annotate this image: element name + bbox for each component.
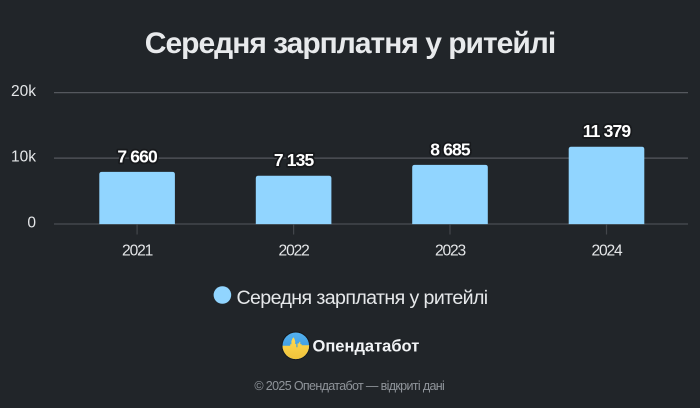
svg-text:7 660: 7 660 xyxy=(117,146,158,166)
svg-text:© 2025 Опендатабот — відкриті: © 2025 Опендатабот — відкриті дані xyxy=(254,379,444,393)
svg-text:Опендатабот: Опендатабот xyxy=(313,337,420,355)
svg-text:10k: 10k xyxy=(11,149,36,166)
svg-text:2023: 2023 xyxy=(435,242,466,259)
svg-text:8 685: 8 685 xyxy=(430,139,471,159)
svg-text:2021: 2021 xyxy=(122,242,153,259)
svg-text:Середня зарплатня у ритейлі: Середня зарплатня у ритейлі xyxy=(236,287,487,309)
svg-text:2022: 2022 xyxy=(279,242,310,259)
svg-text:0: 0 xyxy=(27,214,36,231)
svg-text:20k: 20k xyxy=(11,83,36,100)
svg-text:Середня зарплатня у ритейлі: Середня зарплатня у ритейлі xyxy=(145,27,555,60)
svg-text:7 135: 7 135 xyxy=(274,150,315,170)
svg-text:2024: 2024 xyxy=(591,242,623,259)
svg-text:11 379: 11 379 xyxy=(583,121,632,141)
